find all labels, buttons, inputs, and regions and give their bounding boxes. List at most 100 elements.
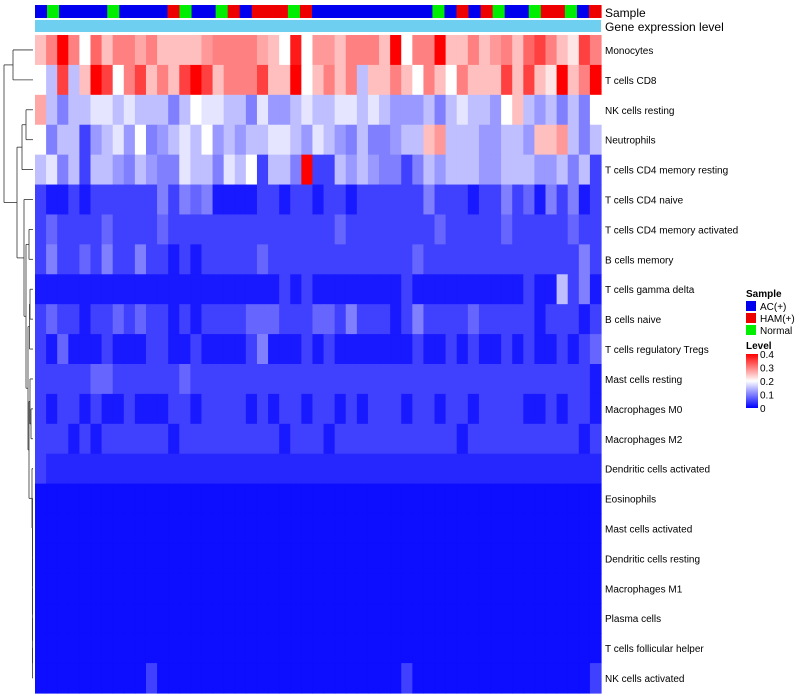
heatmap-cell bbox=[456, 453, 469, 485]
sample-annotation-cell bbox=[251, 5, 265, 18]
heatmap-cell bbox=[134, 35, 147, 66]
heatmap-cell bbox=[223, 124, 236, 156]
sample-annotation-cell bbox=[179, 5, 193, 18]
heatmap-cell bbox=[523, 393, 536, 425]
heatmap-cell bbox=[234, 64, 247, 96]
heatmap-cell bbox=[101, 453, 114, 485]
heatmap-cell bbox=[245, 633, 258, 664]
heatmap-cell bbox=[90, 603, 103, 634]
sample-annotation-cell bbox=[396, 5, 409, 18]
heatmap-cell bbox=[523, 154, 536, 186]
heatmap-cell bbox=[190, 274, 203, 305]
heatmap-cell bbox=[356, 364, 369, 395]
heatmap-cell bbox=[578, 393, 591, 425]
heatmap-cell bbox=[112, 124, 125, 156]
heatmap-cell bbox=[423, 244, 436, 275]
row-label: B cells naive bbox=[605, 315, 662, 326]
heatmap-cell bbox=[256, 334, 269, 365]
heatmap-cell bbox=[567, 124, 580, 156]
heatmap-cell bbox=[490, 154, 502, 186]
heatmap-cell bbox=[301, 663, 314, 694]
heatmap-cell bbox=[190, 543, 203, 574]
heatmap-cell bbox=[512, 364, 524, 395]
heatmap-cell bbox=[134, 274, 147, 305]
heatmap-cell bbox=[345, 453, 358, 485]
heatmap-cell bbox=[467, 334, 480, 365]
heatmap-cell bbox=[467, 94, 480, 126]
heatmap-cell bbox=[179, 184, 191, 216]
heatmap-cell bbox=[556, 364, 569, 395]
heatmap-cell bbox=[490, 393, 502, 425]
heatmap-cell bbox=[589, 483, 602, 515]
heatmap-cell bbox=[401, 94, 413, 126]
heatmap-cell bbox=[256, 573, 269, 604]
heatmap-cell bbox=[412, 214, 425, 245]
heatmap-cell bbox=[112, 423, 125, 455]
heatmap-cell bbox=[223, 364, 236, 395]
heatmap-cell bbox=[179, 453, 191, 485]
heatmap-cell bbox=[379, 633, 391, 664]
heatmap-cell bbox=[523, 453, 536, 485]
heatmap-cell bbox=[523, 603, 536, 634]
heatmap-cell bbox=[412, 364, 425, 395]
heatmap-cell bbox=[379, 573, 391, 604]
heatmap-cell bbox=[179, 214, 191, 245]
heatmap-cell bbox=[490, 633, 502, 664]
sample-annotation-cell bbox=[324, 5, 337, 18]
heatmap-cell bbox=[101, 663, 114, 694]
heatmap-cell bbox=[545, 393, 558, 425]
heatmap-cell bbox=[356, 94, 369, 126]
heatmap-cell bbox=[112, 244, 125, 275]
heatmap-cell bbox=[567, 184, 580, 216]
heatmap-cell bbox=[268, 663, 280, 694]
heatmap-cell bbox=[379, 35, 391, 66]
heatmap-cell bbox=[101, 543, 114, 574]
heatmap-cell bbox=[279, 184, 291, 216]
heatmap-cell bbox=[545, 244, 558, 275]
heatmap-cell bbox=[501, 214, 513, 245]
heatmap-cell bbox=[478, 393, 491, 425]
heatmap-cell bbox=[367, 214, 380, 245]
heatmap-cell bbox=[90, 513, 103, 545]
sample-annotation-cell bbox=[456, 5, 470, 18]
heatmap-cell bbox=[201, 64, 214, 96]
heatmap-cell bbox=[556, 35, 569, 66]
sample-legend-label: AC(+) bbox=[760, 302, 786, 313]
heatmap-cell bbox=[256, 483, 269, 515]
heatmap-cell bbox=[445, 154, 458, 186]
heatmap-cell bbox=[412, 274, 425, 305]
heatmap-cell bbox=[301, 483, 314, 515]
heatmap-cell bbox=[190, 393, 203, 425]
heatmap-cell bbox=[90, 334, 103, 365]
heatmap-cell bbox=[401, 603, 413, 634]
sample-annotation-cell bbox=[107, 5, 120, 18]
heatmap-cell bbox=[145, 274, 158, 305]
heatmap-cell bbox=[168, 663, 180, 694]
heatmap-cell bbox=[534, 453, 547, 485]
heatmap-cell bbox=[356, 124, 369, 156]
heatmap-cell bbox=[434, 483, 447, 515]
sample-annotation-cell bbox=[540, 5, 554, 18]
heatmap-cell bbox=[434, 334, 447, 365]
heatmap-cell bbox=[545, 154, 558, 186]
heatmap-cell bbox=[545, 184, 558, 216]
heatmap-cell bbox=[268, 124, 280, 156]
heatmap-cell bbox=[556, 453, 569, 485]
heatmap-cell bbox=[46, 633, 58, 664]
heatmap-cell bbox=[201, 154, 214, 186]
sample-annotation-cell bbox=[492, 5, 506, 18]
heatmap-cell bbox=[312, 334, 325, 365]
heatmap-cell bbox=[478, 573, 491, 604]
heatmap-cell bbox=[423, 603, 436, 634]
heatmap-cell bbox=[223, 244, 236, 275]
heatmap-cell bbox=[534, 214, 547, 245]
heatmap-cell bbox=[512, 513, 524, 545]
heatmap-cell bbox=[168, 35, 180, 66]
heatmap-cell bbox=[46, 304, 58, 335]
heatmap-cell bbox=[567, 633, 580, 664]
heatmap-cell bbox=[390, 573, 402, 604]
heatmap-cell bbox=[523, 94, 536, 126]
heatmap-cell bbox=[68, 304, 80, 335]
heatmap-cell bbox=[223, 184, 236, 216]
heatmap-cell bbox=[345, 274, 358, 305]
